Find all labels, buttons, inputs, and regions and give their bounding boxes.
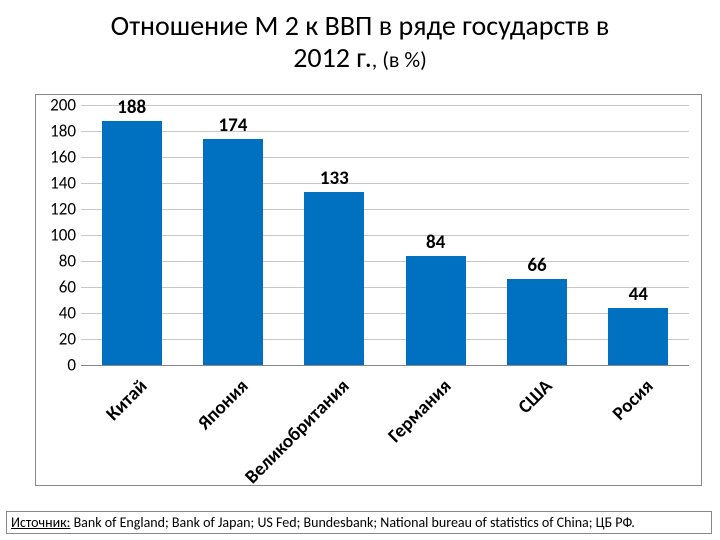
bar-value-label: 44 xyxy=(629,283,648,306)
y-tick-label: 140 xyxy=(36,173,76,194)
source-label: Источник: xyxy=(11,514,70,531)
source-box: Источник: Bank of England; Bank of Japan… xyxy=(6,511,712,534)
bar-slot: 84 xyxy=(385,105,486,365)
y-tick-label: 40 xyxy=(36,303,76,324)
plot-area: 0204060801001201401601802001881741338466… xyxy=(81,105,689,366)
bar-value-label: 84 xyxy=(426,231,445,254)
bar-value-label: 66 xyxy=(527,254,546,277)
chart-frame: 0204060801001201401601802001881741338466… xyxy=(35,94,702,486)
title-line1: Отношение М 2 к ВВП в ряде государств в xyxy=(111,8,610,43)
y-tick-label: 60 xyxy=(36,277,76,298)
y-tick-label: 160 xyxy=(36,147,76,168)
bar-slot: 188 xyxy=(81,105,182,365)
title-line2-main: 2012 г. xyxy=(293,40,372,75)
y-tick-label: 20 xyxy=(36,329,76,350)
chart-title: Отношение М 2 к ВВП в ряде государств в … xyxy=(0,10,720,74)
bar xyxy=(102,121,162,365)
y-tick-label: 80 xyxy=(36,251,76,272)
y-tick-label: 200 xyxy=(36,95,76,116)
bar-slot: 174 xyxy=(182,105,283,365)
y-tick-label: 120 xyxy=(36,199,76,220)
y-tick-label: 180 xyxy=(36,121,76,142)
bar-slot: 133 xyxy=(284,105,385,365)
bar-value-label: 133 xyxy=(320,167,349,190)
bar xyxy=(304,192,364,365)
bar xyxy=(203,139,263,365)
bar-slot: 44 xyxy=(588,105,689,365)
bar-value-label: 174 xyxy=(219,114,248,137)
bar-slot: 66 xyxy=(486,105,587,365)
source-text: Bank of England; Bank of Japan; US Fed; … xyxy=(70,514,634,531)
bar xyxy=(608,308,668,365)
y-tick-label: 0 xyxy=(36,355,76,376)
bar xyxy=(507,279,567,365)
title-line2-sub: , (в %) xyxy=(372,46,427,73)
bar xyxy=(406,256,466,365)
bar-value-label: 188 xyxy=(117,96,146,119)
y-tick-label: 100 xyxy=(36,225,76,246)
